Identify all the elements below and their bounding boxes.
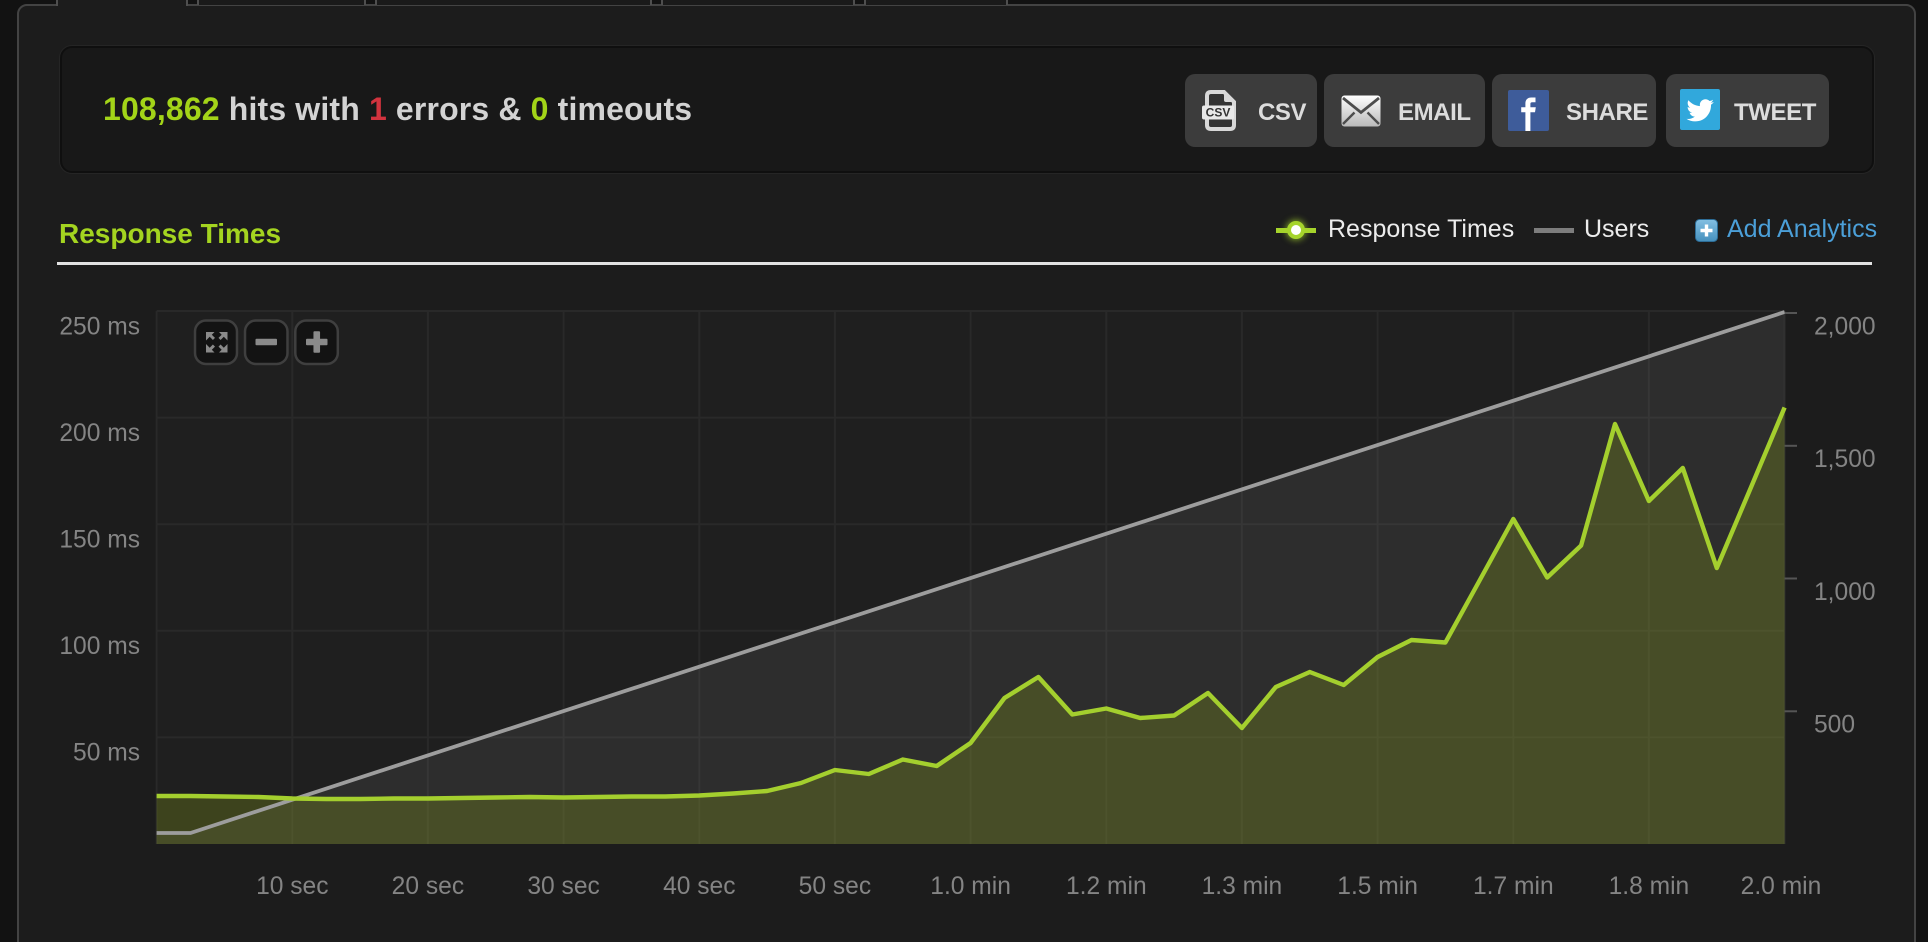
svg-text:20 sec: 20 sec <box>392 873 464 900</box>
svg-text:500: 500 <box>1814 712 1855 739</box>
svg-text:2.0 min: 2.0 min <box>1741 873 1822 900</box>
svg-text:2,000: 2,000 <box>1814 314 1876 341</box>
svg-text:250 ms: 250 ms <box>59 314 140 341</box>
svg-text:1.0 min: 1.0 min <box>930 873 1011 900</box>
svg-text:40 sec: 40 sec <box>663 873 735 900</box>
svg-text:1.7 min: 1.7 min <box>1473 873 1554 900</box>
svg-text:150 ms: 150 ms <box>59 527 140 554</box>
svg-text:100 ms: 100 ms <box>59 633 140 660</box>
svg-text:1,000: 1,000 <box>1814 579 1876 606</box>
svg-text:50 ms: 50 ms <box>73 740 140 767</box>
svg-text:1,500: 1,500 <box>1814 446 1876 473</box>
svg-text:10 sec: 10 sec <box>256 873 328 900</box>
svg-text:1.5 min: 1.5 min <box>1337 873 1418 900</box>
svg-text:1.8 min: 1.8 min <box>1609 873 1690 900</box>
svg-text:200 ms: 200 ms <box>59 420 140 447</box>
svg-text:50 sec: 50 sec <box>799 873 871 900</box>
svg-text:1.2 min: 1.2 min <box>1066 873 1147 900</box>
svg-text:30 sec: 30 sec <box>527 873 599 900</box>
svg-text:CSV: CSV <box>1206 106 1231 120</box>
svg-text:1.3 min: 1.3 min <box>1202 873 1283 900</box>
